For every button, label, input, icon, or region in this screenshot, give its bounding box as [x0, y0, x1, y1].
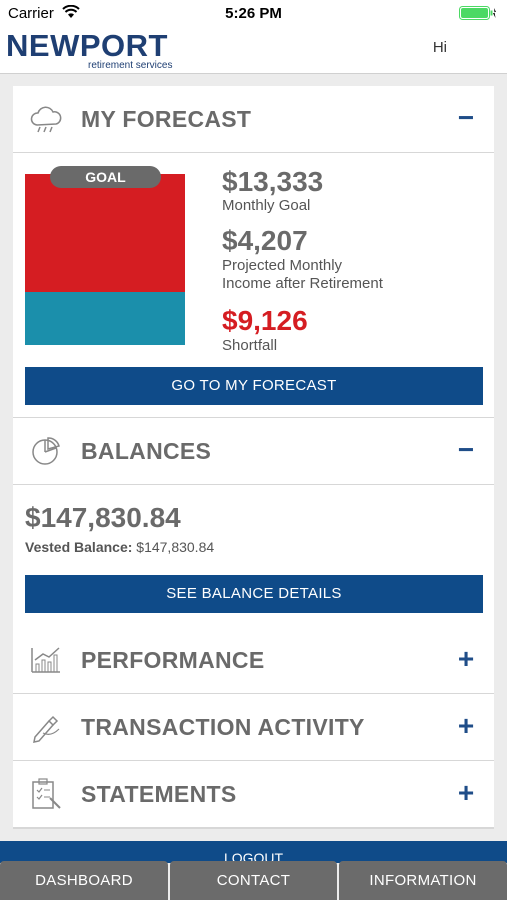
greeting-text: Hi	[432, 39, 447, 56]
balances-body: $147,830.84 Vested Balance: $147,830.84 …	[13, 485, 494, 627]
forecast-card: MY FORECAST − GOAL $13,333 Monthly Goal …	[13, 86, 494, 418]
wifi-icon	[62, 5, 80, 18]
logo-tagline: retirement services	[88, 60, 173, 71]
statements-title: STATEMENTS	[81, 781, 237, 807]
balances-header[interactable]: BALANCES −	[13, 418, 494, 485]
statements-card: STATEMENTS +	[13, 761, 494, 829]
monthly-goal-label: Monthly Goal	[222, 197, 311, 214]
go-to-forecast-button[interactable]: GO TO MY FORECAST	[25, 367, 483, 405]
goal-bar-projected	[25, 292, 185, 345]
balance-amount: $147,830.84	[25, 502, 181, 533]
performance-header[interactable]: PERFORMANCE +	[13, 627, 494, 694]
expand-icon[interactable]: +	[457, 710, 475, 741]
status-time: 5:26 PM	[225, 5, 282, 22]
projected-amount: $4,207	[222, 225, 308, 256]
tab-information[interactable]: INFORMATION	[339, 861, 507, 900]
vested-balance-value: $147,830.84	[136, 539, 215, 555]
carrier-label: Carrier	[8, 5, 54, 22]
forecast-body: GOAL $13,333 Monthly Goal $4,207 Project…	[13, 153, 494, 417]
app-header: NEWPORT retirement services Hi	[0, 26, 507, 74]
tab-contact[interactable]: CONTACT	[170, 861, 337, 900]
expand-icon[interactable]: +	[457, 643, 475, 674]
balances-title: BALANCES	[81, 438, 212, 464]
expand-icon[interactable]: +	[457, 777, 475, 808]
logo-wordmark: NEWPORT	[6, 28, 168, 63]
pie-chart-icon	[32, 437, 60, 465]
battery-icon	[459, 6, 496, 20]
see-balance-details-button[interactable]: SEE BALANCE DETAILS	[25, 575, 483, 613]
performance-title: PERFORMANCE	[81, 647, 265, 673]
collapse-icon[interactable]: −	[457, 102, 475, 133]
vested-balance: Vested Balance: $147,830.84	[25, 539, 214, 555]
goal-bar-shortfall	[25, 174, 185, 292]
line-chart-icon	[31, 647, 60, 673]
projected-label-1: Projected Monthly	[222, 257, 343, 274]
collapse-icon[interactable]: −	[457, 434, 475, 465]
logout-button[interactable]: LOGOUT	[0, 841, 507, 863]
projected-label-2: Income after Retirement	[222, 275, 383, 292]
forecast-title: MY FORECAST	[81, 106, 252, 132]
goal-pill: GOAL	[50, 166, 161, 188]
bottom-tab-bar: DASHBOARD CONTACT INFORMATION	[0, 861, 507, 900]
forecast-header[interactable]: MY FORECAST −	[13, 86, 494, 153]
cloud-rain-icon	[30, 106, 62, 133]
balances-card: BALANCES − $147,830.84 Vested Balance: $…	[13, 418, 494, 628]
tab-dashboard[interactable]: DASHBOARD	[0, 861, 168, 900]
monthly-goal-amount: $13,333	[222, 166, 324, 197]
pen-signature-icon	[33, 715, 60, 743]
status-bar: Carrier 5:26 PM	[0, 0, 507, 26]
shortfall-amount: $9,126	[222, 305, 308, 336]
transaction-activity-title: TRANSACTION ACTIVITY	[81, 714, 365, 740]
shortfall-label: Shortfall	[222, 337, 278, 354]
clipboard-icon	[32, 778, 61, 809]
statements-header[interactable]: STATEMENTS +	[13, 761, 494, 828]
transaction-activity-card: TRANSACTION ACTIVITY +	[13, 694, 494, 762]
transaction-activity-header[interactable]: TRANSACTION ACTIVITY +	[13, 694, 494, 761]
performance-card: PERFORMANCE +	[13, 627, 494, 695]
vested-balance-label: Vested Balance:	[25, 539, 133, 555]
newport-logo[interactable]: NEWPORT retirement services	[6, 28, 196, 72]
